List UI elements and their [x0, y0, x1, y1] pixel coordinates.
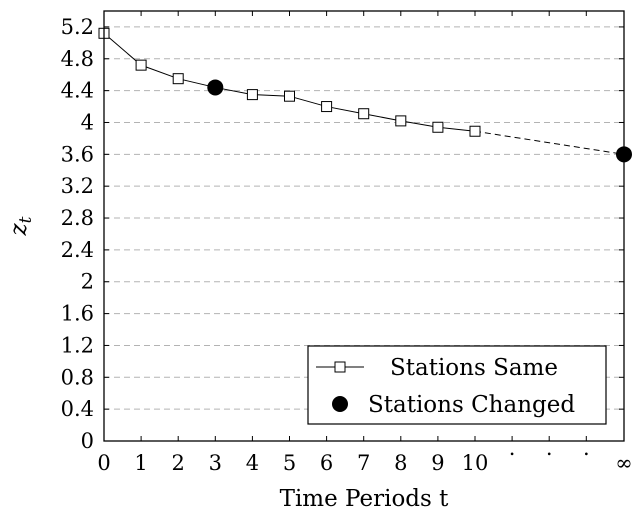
point-stations-same-7 — [358, 108, 370, 120]
x-tick-label-6: 6 — [320, 451, 333, 475]
x-tick-label-5: 5 — [283, 451, 296, 475]
y-tick-label-1.6: 1.6 — [61, 302, 94, 326]
point-stations-same-5 — [284, 90, 295, 102]
legend-box — [307, 345, 607, 425]
series-layer — [98, 27, 632, 163]
x-tick-label-0: 0 — [97, 451, 110, 475]
point-stations-changed-3 — [207, 79, 224, 96]
point-stations-same-1 — [135, 59, 147, 71]
x-tick-label-9: 9 — [431, 451, 444, 475]
y-tick-label-5.2: 5.2 — [61, 15, 94, 39]
y-tick-label-0.8: 0.8 — [61, 365, 94, 389]
x-tick-label-3: 3 — [209, 451, 222, 475]
x-tick-label-1: 1 — [134, 451, 147, 475]
legend: Stations Same Stations Changed — [307, 345, 607, 425]
x-tick-label-8: 8 — [394, 451, 407, 475]
point-stations-same-9 — [432, 121, 444, 133]
point-stations-same-4 — [246, 89, 258, 101]
point-stations-same-6 — [321, 101, 333, 113]
x-tick-label-10: 10 — [462, 451, 489, 475]
x-tick-label-7: 7 — [357, 451, 370, 475]
point-stations-same-2 — [172, 73, 184, 85]
y-tick-label-4: 4 — [81, 110, 94, 134]
legend-marker-stations-changed — [332, 396, 348, 412]
y-axis-title: zt — [6, 216, 36, 236]
x-tick-label-11: . — [509, 436, 516, 460]
y-tick-label-2: 2 — [81, 270, 94, 294]
x-tick-label-14: ∞ — [615, 451, 633, 475]
x-tick-labels: 0 1 2 3 4 5 6 7 8 9 10.. . ∞ — [97, 436, 632, 475]
y-tick-label-3.6: 3.6 — [61, 142, 94, 166]
point-stations-same-8 — [395, 115, 407, 127]
series-line-stations-same — [103, 32, 476, 132]
y-tick-label-2.4: 2.4 — [61, 238, 94, 262]
plot-frame — [103, 10, 625, 442]
legend-label-stations-same: Stations Same — [390, 355, 558, 381]
y-tick-labels: 0 0.4 0.8 1.2 1.6 2 2.4 2.8 3.2 3.6 4 4.4 4.8 5.2 — [61, 15, 94, 453]
y-tick-label-1.2: 1.2 — [61, 333, 94, 357]
y-tick-label-3.2: 3.2 — [61, 174, 94, 198]
y-tick-label-2.8: 2.8 — [61, 206, 94, 230]
y-tick-label-0: 0 — [81, 429, 94, 453]
x-tick-label-13: . — [583, 436, 590, 460]
y-tick-label-4.4: 4.4 — [61, 79, 94, 103]
x-tick-label-12: . — [546, 436, 553, 460]
x-tick-label-4: 4 — [246, 451, 259, 475]
legend-label-stations-changed: Stations Changed — [368, 392, 575, 418]
y-tick-label-4.8: 4.8 — [61, 47, 94, 71]
point-stations-same-10 — [469, 125, 481, 137]
legend-marker-stations-same — [334, 361, 346, 373]
series-extension-dashed — [474, 130, 625, 155]
x-axis-title: Time Periods t — [280, 486, 450, 512]
y-tick-label-0.4: 0.4 — [61, 397, 94, 421]
x-tick-label-2: 2 — [172, 451, 185, 475]
